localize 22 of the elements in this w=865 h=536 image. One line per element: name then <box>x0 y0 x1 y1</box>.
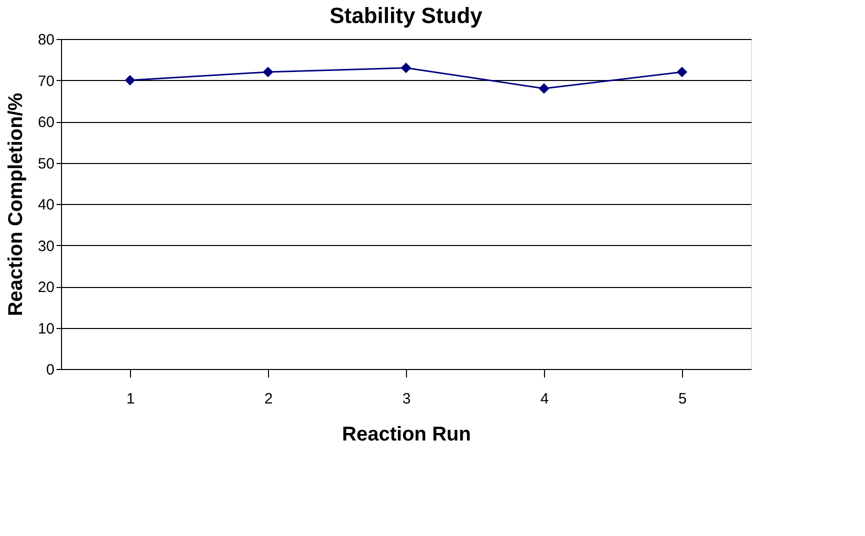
y-tick-label: 50 <box>38 155 54 172</box>
point <box>538 83 550 94</box>
chart-title: Stability Study <box>330 3 484 28</box>
point <box>676 66 688 78</box>
x-axis-title: Reaction Run <box>342 424 471 446</box>
point <box>124 75 136 86</box>
y-tick-label: 60 <box>38 114 54 131</box>
x-tick-label: 5 <box>678 390 687 408</box>
x-tick-label: 1 <box>126 390 135 408</box>
y-tick-label: 30 <box>38 238 54 255</box>
y-tick-label: 10 <box>38 320 54 338</box>
x-tick-label: 3 <box>402 390 411 408</box>
y-axis-title: Reaction Completion/% <box>4 92 27 316</box>
point <box>400 62 412 74</box>
y-tick-label: 80 <box>38 32 54 48</box>
y-tick-label: 40 <box>38 196 54 214</box>
x-tick-label: 4 <box>540 390 549 408</box>
x-tick-label: 2 <box>264 390 273 408</box>
y-tick-label: 0 <box>46 362 54 378</box>
y-tick-label: 20 <box>38 279 54 296</box>
point <box>262 66 274 78</box>
y-tick-label: 70 <box>38 72 54 90</box>
